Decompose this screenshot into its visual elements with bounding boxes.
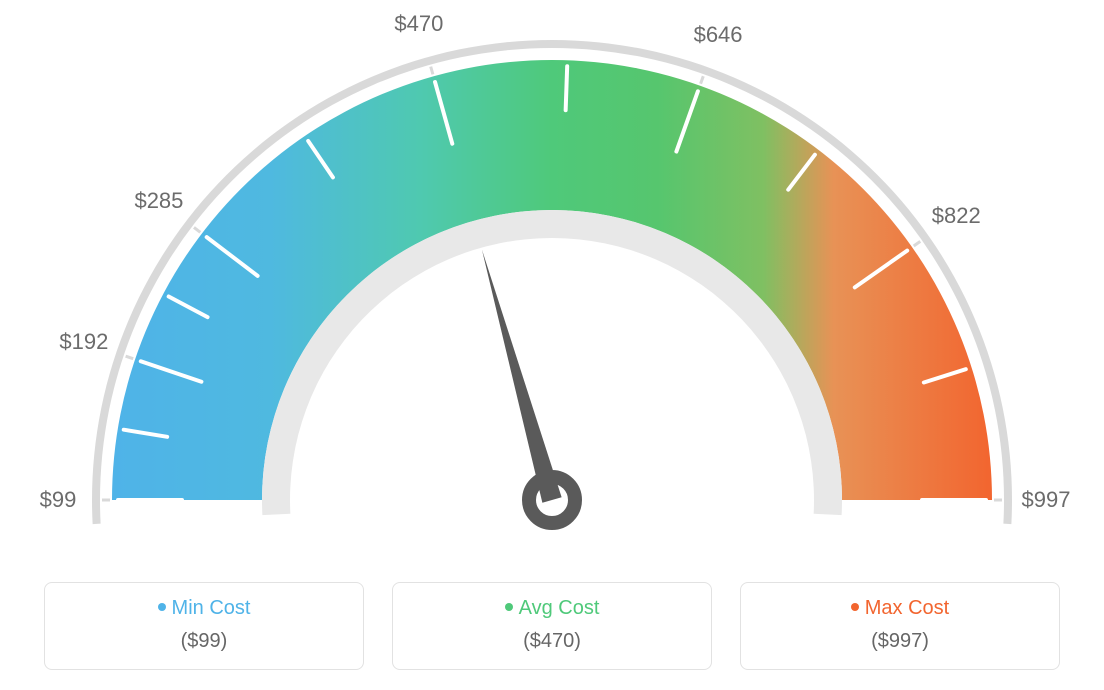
legend-value-min: ($99) [55,630,353,653]
legend-value-avg: ($470) [403,630,701,653]
tick-label: $997 [1022,487,1071,513]
legend-title-text-max: Max Cost [865,597,949,619]
legend-dot-max [851,603,859,611]
legend-value-max: ($997) [751,630,1049,653]
tick-label: $822 [932,203,981,229]
tick-label: $192 [59,329,108,355]
legend-title-text-avg: Avg Cost [519,597,600,619]
tick-label: $285 [134,188,183,214]
legend-dot-min [158,603,166,611]
legend-card-avg: Avg Cost ($470) [392,582,712,670]
legend-title-avg: Avg Cost [403,597,701,620]
tick-label: $470 [394,11,443,37]
chart-container: $99 $192 $285 $470 $646 $822 $997 Min Cost ($9… [0,0,1104,690]
legend-dot-avg [505,603,513,611]
legend-card-max: Max Cost ($997) [740,582,1060,670]
gauge-area: $99 $192 $285 $470 $646 $822 $997 [0,0,1104,560]
tick-label: $99 [40,487,77,513]
tick-label: $646 [694,22,743,48]
legend-title-min: Min Cost [55,597,353,620]
gauge-svg [0,0,1104,560]
legend-title-text-min: Min Cost [172,597,251,619]
legend-title-max: Max Cost [751,597,1049,620]
legend-card-min: Min Cost ($99) [44,582,364,670]
legend-row: Min Cost ($99) Avg Cost ($470) Max Cost … [0,582,1104,670]
